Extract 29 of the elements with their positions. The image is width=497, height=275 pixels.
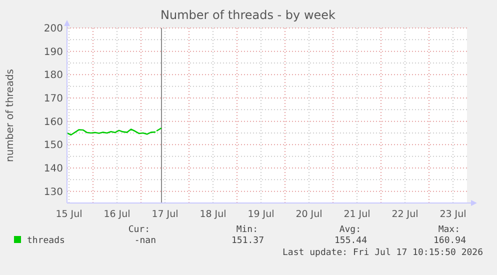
y-tick-label: 180 <box>44 70 63 82</box>
x-tick-label: 22 Jul <box>392 209 418 220</box>
x-tick-label: 23 Jul <box>440 209 466 220</box>
x-tick-label: 17 Jul <box>152 209 178 220</box>
x-tick-label: 20 Jul <box>296 209 322 220</box>
text: 160.94 <box>433 236 466 246</box>
y-tick-label: 200 <box>44 24 63 34</box>
x-tick-label: 16 Jul <box>104 209 130 220</box>
x-tick-label: 19 Jul <box>248 209 274 220</box>
text: 155.44 <box>334 236 367 246</box>
x-tick-label: 21 Jul <box>344 209 370 220</box>
y-tick-label: 170 <box>44 94 63 104</box>
y-tick-label: 150 <box>44 140 63 152</box>
text: -nan <box>134 236 156 246</box>
text: Last update: Fri Jul 17 10:15:50 2026 <box>282 248 483 258</box>
text: Min: <box>236 225 258 235</box>
text: 151.37 <box>231 236 264 246</box>
text: Avg: <box>339 225 361 235</box>
x-tick-label: 18 Jul <box>200 209 226 220</box>
y-tick-label: 140 <box>44 164 63 174</box>
x-tick-label: 15 Jul <box>56 209 82 220</box>
text: Max: <box>438 225 460 235</box>
y-tick-label: 190 <box>44 46 63 58</box>
y-axis-title: number of threads <box>5 68 16 162</box>
y-tick-label: 160 <box>44 116 63 128</box>
y-tick-label: 130 <box>44 186 63 198</box>
chart-title: Number of threads - by week <box>160 8 336 22</box>
text: Cur: <box>128 225 150 235</box>
legend-label: threads <box>27 236 65 246</box>
